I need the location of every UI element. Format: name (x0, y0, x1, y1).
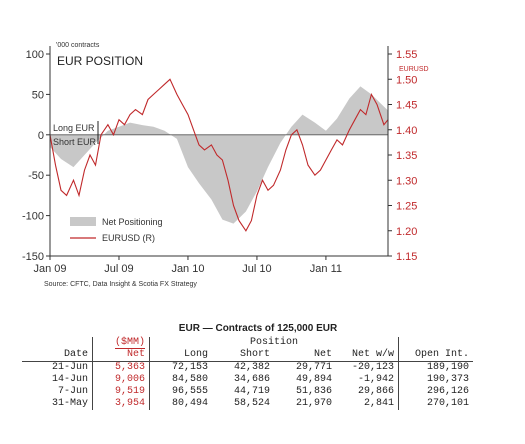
legend: Net Positioning EURUSD (R) (70, 217, 163, 243)
cell-date: 21-Jun (51, 362, 88, 373)
cell-date: 7-Jun (57, 386, 88, 397)
cell-long: 96,555 (149, 386, 212, 398)
units-note: '000 contracts (56, 42, 100, 49)
table-row: 31-May 3,954 80,494 58,524 21,970 2,841 … (22, 398, 473, 410)
cell-net-ww: -1,942 (357, 374, 394, 385)
chart-source: Source: CFTC, Data Insight & Scotia FX S… (44, 281, 197, 288)
title-box (52, 52, 174, 70)
cell-net: 29,771 (295, 362, 332, 373)
plot-area (49, 78, 389, 232)
col-header-long: Long (149, 349, 212, 362)
smm-label: ($MM) (114, 337, 145, 349)
x-axis-tick-label: Jul 10 (242, 263, 271, 275)
cell-smm-net: 5,363 (92, 361, 150, 374)
col-header-smm-net: Net (92, 349, 150, 362)
cell-short: 44,719 (233, 386, 270, 397)
cell-net: 49,894 (295, 374, 332, 385)
left-axis-tick-label: 50 (32, 89, 44, 101)
position-label: Position (149, 337, 399, 349)
cell-net-ww: 29,866 (357, 386, 394, 397)
cell-long: 72,153 (149, 361, 212, 374)
net-positioning-area (50, 86, 388, 224)
annotation-short: Short EUR (53, 137, 97, 147)
cell-net-ww: 2,841 (363, 398, 394, 409)
table-row: 7-Jun 9,519 96,555 44,719 51,836 29,866 … (22, 386, 473, 398)
right-axis-tick-label: 1.45 (396, 100, 417, 112)
left-axis-tick-label: 100 (26, 49, 44, 61)
cell-date: 14-Jun (51, 374, 88, 385)
right-axis-label: EURUSD (399, 66, 429, 73)
chart-title: EUR POSITION (57, 54, 143, 68)
cell-open-int: 296,126 (398, 386, 473, 398)
x-axis-tick-label: Jan 10 (171, 263, 204, 275)
legend-label-net: Net Positioning (102, 217, 163, 227)
table-row: 21-Jun 5,363 72,153 42,382 29,771 -20,12… (22, 361, 473, 374)
cell-long: 84,580 (149, 374, 212, 386)
positions-table: ($MM) Position Date Net Long Short Net N… (22, 337, 473, 410)
left-axis-tick-label: -50 (28, 170, 44, 182)
eur-position-chart: '000 contracts EURUSD EUR POSITION 100 50… (22, 42, 429, 288)
x-axis-tick-label: Jan 09 (33, 263, 66, 275)
cell-open-int: 270,101 (398, 398, 473, 410)
left-axis-tick-label: -150 (22, 251, 44, 263)
cell-smm-net: 3,954 (92, 398, 150, 410)
cell-open-int: 189,190 (398, 361, 473, 374)
cell-net: 21,970 (295, 398, 332, 409)
cell-short: 58,524 (233, 398, 270, 409)
cell-open-int: 190,373 (398, 374, 473, 386)
cell-net-ww: -20,123 (351, 362, 394, 373)
x-axis-tick-label: Jan 11 (310, 263, 342, 275)
table-title: EUR — Contracts of 125,000 EUR (178, 323, 338, 334)
col-header-open-int: Open Int. (398, 349, 473, 362)
col-header-short: Short (212, 349, 274, 362)
right-axis-tick-label: 1.50 (396, 74, 417, 86)
col-header-net: Net (274, 349, 336, 362)
right-axis-tick-label: 1.20 (396, 226, 417, 238)
cell-short: 34,686 (233, 374, 270, 385)
right-axis-tick-label: 1.15 (396, 251, 417, 263)
left-axis-tick-label: 0 (38, 130, 44, 142)
cell-smm-net: 9,519 (92, 386, 150, 398)
col-header-net-ww: Net w/w (336, 349, 399, 362)
right-axis-tick-label: 1.35 (396, 150, 417, 162)
right-axis-tick-label: 1.55 (396, 49, 417, 61)
cell-net: 51,836 (295, 386, 332, 397)
legend-label-eurusd: EURUSD (R) (102, 233, 155, 243)
table-row: 14-Jun 9,006 84,580 34,686 49,894 -1,942… (22, 374, 473, 386)
cell-short: 42,382 (233, 362, 270, 373)
right-axis-tick-label: 1.25 (396, 201, 417, 213)
cell-smm-net: 9,006 (92, 374, 150, 386)
axes: 100 50 0 -50 -100 -150 1.55 1.50 1.45 1.40 1.35 1.3… (22, 46, 417, 275)
legend-swatch-net (70, 217, 96, 226)
col-header-date: Date (22, 349, 93, 362)
cell-date: 31-May (51, 398, 88, 409)
eurusd-line (49, 78, 389, 232)
table-header-row: Date Net Long Short Net Net w/w Open Int… (22, 349, 473, 362)
annotation-long: Long EUR (53, 123, 95, 133)
x-axis-tick-label: Jul 09 (104, 263, 133, 275)
right-axis-tick-label: 1.40 (396, 125, 417, 137)
cell-long: 80,494 (149, 398, 212, 410)
right-axis-tick-label: 1.30 (396, 175, 417, 187)
left-axis-tick-label: -100 (22, 211, 44, 223)
